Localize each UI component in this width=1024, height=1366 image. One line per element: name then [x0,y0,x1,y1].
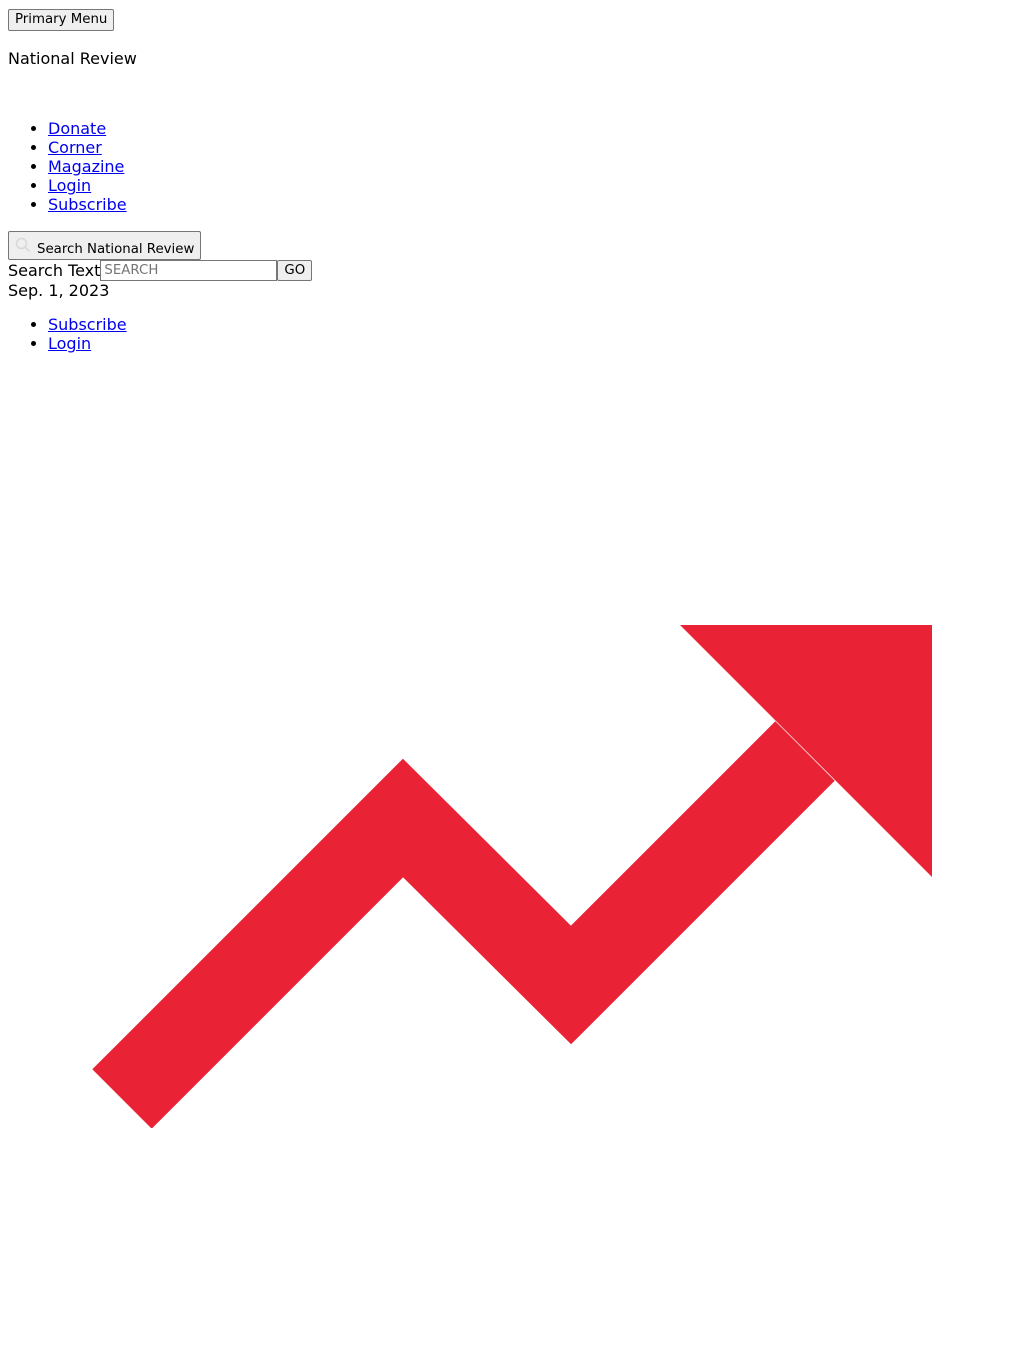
search-field-label: Search Text [8,261,101,280]
search-toggle-button[interactable]: Search National Review [8,231,202,260]
primary-nav-item-donate: Donate [48,119,127,138]
trending-up-arrow-icon [92,625,932,1129]
account-login-link[interactable]: Login [48,334,92,353]
site-name: National Review [8,49,137,68]
search-input[interactable] [100,260,278,281]
primary-nav-item-corner: Corner [48,138,127,157]
search-go-button[interactable]: GO [277,260,313,281]
search-form: Search Text GO [8,260,313,281]
trend-arrowhead [680,625,932,877]
trend-line [92,721,835,1129]
login-link[interactable]: Login [48,176,92,195]
account-subscribe-link[interactable]: Subscribe [48,315,127,334]
magazine-link[interactable]: Magazine [48,157,125,176]
corner-link[interactable]: Corner [48,138,102,157]
current-date: Sep. 1, 2023 [8,281,110,300]
primary-nav-item-login: Login [48,176,127,195]
donate-link[interactable]: Donate [48,119,107,138]
primary-menu-button[interactable]: Primary Menu [8,9,115,31]
primary-nav: Donate Corner Magazine Login Subscribe [8,119,127,214]
primary-nav-item-magazine: Magazine [48,157,127,176]
search-toggle-label: Search National Review [37,242,195,257]
account-nav-item-subscribe: Subscribe [48,315,127,334]
search-icon [15,237,31,253]
subscribe-link[interactable]: Subscribe [48,195,127,214]
account-nav-item-login: Login [48,334,127,353]
account-nav: Subscribe Login [8,315,127,353]
primary-nav-item-subscribe: Subscribe [48,195,127,214]
